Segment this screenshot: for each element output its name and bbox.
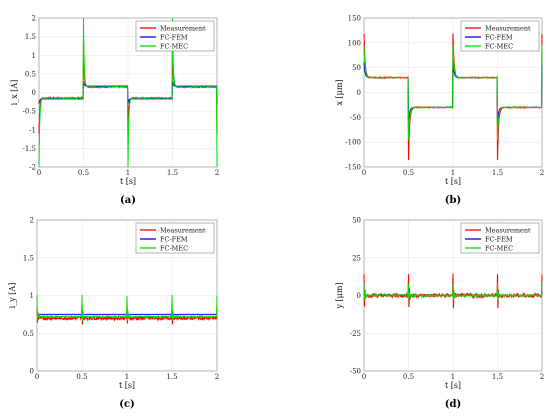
legend-entry: Measurement — [485, 24, 531, 32]
x-tick-label: 0 — [35, 373, 39, 381]
panel-label: (b) — [445, 195, 461, 206]
legend-entry: FC-FEM — [160, 235, 188, 243]
y-tick-label: -100 — [345, 139, 361, 147]
panel-label: (c) — [119, 399, 135, 410]
legend-entry: FC-MEC — [485, 42, 513, 50]
legend-entry: FC-FEM — [485, 235, 513, 243]
x-tick-label: 0 — [362, 373, 366, 381]
y-tick-label: -50 — [350, 368, 361, 376]
chart-panel-3: 0 0.5 1 1.5 2 0 0.5 1 1.5 2 MeasurementFC-FEMFC-ME… — [8, 217, 219, 411]
y-tick-label: 1.5 — [23, 254, 34, 262]
y-tick-label: 100 — [348, 39, 361, 47]
legend-entry: FC-FEM — [485, 33, 513, 41]
series-line-fc-mec — [38, 18, 218, 168]
y-tick-label: 50 — [352, 217, 361, 225]
y-tick-label: 0.5 — [25, 70, 36, 78]
x-axis-label: t [s] — [120, 177, 136, 186]
series-line-fc-mec — [363, 282, 543, 301]
y-tick-label: 2 — [32, 15, 36, 23]
y-tick-label: 0 — [32, 89, 36, 97]
y-tick-label: 25 — [352, 254, 361, 262]
legend-box — [135, 20, 215, 52]
y-tick-label: 0 — [357, 292, 361, 300]
y-axis-label: i_y [A] — [8, 283, 17, 309]
x-tick-label: 1.5 — [166, 373, 177, 381]
x-tick-label: 2 — [215, 373, 219, 381]
chart-panel-2: -150 -100 -50 0 50 100 150 0 0.5 1 1.5 2 Measurement… — [335, 15, 544, 207]
y-tick-label: 1 — [30, 292, 34, 300]
x-tick-label: 1.5 — [167, 169, 178, 177]
y-tick-label: 0 — [357, 89, 361, 97]
x-tick-label: 1 — [451, 373, 455, 381]
x-tick-label: 1 — [451, 169, 455, 177]
y-axis-label: i_x [A] — [10, 80, 19, 106]
x-axis-label: t [s] — [445, 381, 461, 390]
chart-panel-4: -50 -25 0 25 50 0 0.5 1 1.5 2 MeasurementFC-FEMFC-… — [335, 217, 544, 411]
panel-label: (d) — [445, 399, 461, 410]
x-tick-label: 0 — [37, 169, 41, 177]
y-tick-label: -25 — [350, 330, 361, 338]
y-tick-label: -50 — [350, 114, 361, 122]
series-line-fc-mec — [36, 294, 218, 322]
y-tick-label: 0 — [30, 368, 34, 376]
x-tick-label: 0.5 — [78, 169, 89, 177]
y-tick-label: -0.5 — [23, 108, 37, 116]
series-line-fc-mec — [363, 45, 543, 140]
y-tick-label: -1.5 — [23, 145, 37, 153]
x-tick-label: 2 — [540, 373, 544, 381]
y-tick-label: 1 — [32, 52, 36, 60]
x-tick-label: 0.5 — [403, 373, 414, 381]
x-tick-label: 1 — [125, 373, 129, 381]
x-axis-label: t [s] — [119, 381, 135, 390]
y-axis-label: y [μm] — [335, 282, 344, 309]
panel-label: (a) — [120, 195, 136, 206]
legend-entry: FC-MEC — [160, 244, 188, 252]
x-tick-label: 1.5 — [492, 169, 503, 177]
legend-entry: Measurement — [160, 226, 206, 234]
x-axis-label: t [s] — [445, 177, 461, 186]
x-tick-label: 1.5 — [492, 373, 503, 381]
chart-panel-1: -2 -1.5 -1 -0.5 0 0.5 1 1.5 2 0 0.5 1 1.5 2 Measuremen… — [10, 15, 219, 207]
y-tick-label: -150 — [345, 164, 361, 172]
legend-entry: FC-MEC — [160, 42, 188, 50]
x-tick-label: 0 — [362, 169, 366, 177]
y-tick-label: 150 — [348, 15, 361, 23]
x-tick-label: 2 — [540, 169, 544, 177]
legend-entry: Measurement — [485, 226, 531, 234]
y-tick-label: 2 — [30, 217, 34, 225]
y-tick-label: 0.5 — [23, 330, 34, 338]
y-tick-label: -2 — [29, 164, 36, 172]
y-axis-label: x [μm] — [335, 79, 344, 105]
legend-entry: FC-FEM — [160, 33, 188, 41]
x-tick-label: 1 — [126, 169, 130, 177]
y-tick-label: 1.5 — [25, 33, 36, 41]
x-tick-label: 0.5 — [76, 373, 87, 381]
x-tick-label: 0.5 — [403, 169, 414, 177]
y-tick-label: 50 — [352, 64, 361, 72]
x-tick-label: 2 — [215, 169, 219, 177]
legend-entry: Measurement — [160, 24, 206, 32]
y-tick-label: -1 — [29, 126, 36, 134]
legend-entry: FC-MEC — [485, 244, 513, 252]
